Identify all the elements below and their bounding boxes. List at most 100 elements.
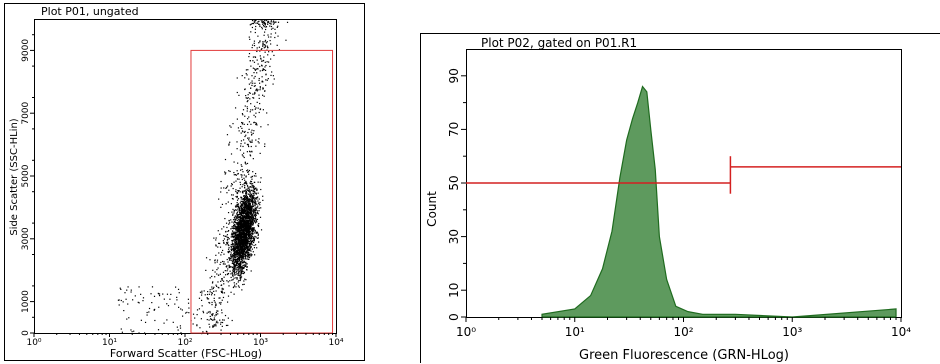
scatter-point: [151, 286, 154, 288]
scatter-point: [238, 272, 240, 274]
scatter-point: [256, 101, 258, 103]
scatter-point: [248, 248, 250, 251]
scatter-point: [245, 188, 247, 190]
histogram-panel: Plot P02, gated on P01.R1 10⁰ 10¹ 10² 10³ 10…: [420, 33, 940, 363]
scatter-point: [235, 235, 237, 237]
scatter-point: [263, 47, 265, 49]
scatter-point: [250, 208, 252, 211]
scatter-point: [241, 190, 244, 192]
scatter-point: [251, 200, 253, 202]
scatter-point: [243, 131, 246, 133]
scatter-point: [226, 185, 229, 187]
scatter-point: [241, 241, 243, 244]
scatter-point: [241, 196, 243, 199]
scatter-point: [248, 128, 250, 130]
scatter-point: [253, 68, 256, 70]
scatter-point: [235, 263, 238, 265]
scatter-point: [242, 272, 245, 275]
scatter-point: [231, 197, 234, 200]
scatter-point: [240, 244, 242, 246]
scatter-point: [261, 48, 263, 50]
scatter-point: [228, 144, 230, 146]
scatter-x-tick-label: 10¹: [102, 338, 117, 348]
scatter-point: [245, 211, 247, 213]
scatter-point: [236, 259, 238, 261]
scatter-point: [233, 247, 235, 249]
scatter-point: [196, 325, 198, 327]
scatter-point: [250, 232, 252, 234]
scatter-point: [186, 311, 188, 313]
scatter-point: [238, 210, 241, 212]
scatter-point: [250, 134, 253, 136]
scatter-point: [248, 150, 251, 152]
scatter-point: [257, 196, 259, 198]
scatter-point: [230, 258, 232, 260]
scatter-point: [230, 276, 232, 279]
scatter-point: [243, 211, 245, 213]
scatter-point: [232, 123, 234, 125]
scatter-point: [209, 318, 212, 320]
scatter-point: [253, 244, 255, 247]
scatter-point: [240, 255, 243, 257]
scatter-point: [240, 231, 243, 233]
scatter-point: [236, 178, 239, 180]
scatter-gate-region[interactable]: [190, 49, 334, 334]
scatter-point: [236, 213, 238, 215]
scatter-point: [239, 183, 242, 186]
scatter-point: [249, 155, 252, 157]
scatter-point: [253, 239, 255, 241]
scatter-point: [245, 232, 248, 234]
scatter-point: [246, 266, 248, 268]
scatter-point: [251, 141, 253, 143]
scatter-point: [236, 240, 238, 242]
scatter-point: [246, 214, 248, 217]
scatter-point: [221, 228, 223, 230]
scatter-point: [242, 206, 245, 208]
scatter-point: [237, 265, 240, 267]
histogram-markers[interactable]: [466, 156, 901, 194]
scatter-point: [248, 243, 251, 245]
scatter-point: [236, 192, 238, 194]
scatter-point: [163, 298, 165, 300]
scatter-point: [251, 235, 254, 237]
scatter-point: [232, 260, 235, 262]
scatter-point: [234, 233, 236, 235]
scatter-point: [240, 241, 243, 243]
scatter-point: [246, 200, 248, 202]
scatter-point: [239, 251, 241, 253]
scatter-point: [240, 235, 243, 237]
scatter-point: [270, 20, 272, 22]
scatter-point: [243, 250, 246, 252]
scatter-point: [244, 257, 247, 259]
scatter-point: [248, 173, 250, 175]
scatter-point: [238, 266, 240, 268]
scatter-point: [227, 272, 230, 275]
scatter-point: [232, 274, 234, 276]
scatter-point: [262, 44, 264, 46]
scatter-point: [218, 252, 220, 254]
histogram-x-tick-label: 10³: [782, 325, 802, 339]
scatter-point: [250, 193, 252, 195]
scatter-point: [248, 249, 250, 251]
scatter-point: [233, 244, 235, 246]
scatter-point: [248, 233, 250, 235]
scatter-point: [252, 213, 254, 216]
scatter-point: [247, 251, 250, 253]
scatter-point: [240, 200, 242, 202]
scatter-point: [241, 176, 243, 178]
scatter-point: [243, 240, 245, 242]
scatter-point: [236, 273, 238, 275]
scatter-point: [263, 34, 265, 36]
scatter-point: [207, 290, 209, 293]
scatter-point: [239, 211, 241, 214]
histogram-y-axis-label: Count: [425, 191, 439, 227]
scatter-point: [250, 237, 252, 239]
scatter-point: [259, 24, 261, 26]
scatter-point: [208, 323, 210, 325]
scatter-point: [178, 292, 180, 294]
scatter-point: [264, 61, 266, 63]
scatter-point: [239, 275, 241, 277]
scatter-point: [260, 57, 262, 59]
scatter-point: [224, 274, 227, 276]
scatter-point: [252, 240, 254, 242]
